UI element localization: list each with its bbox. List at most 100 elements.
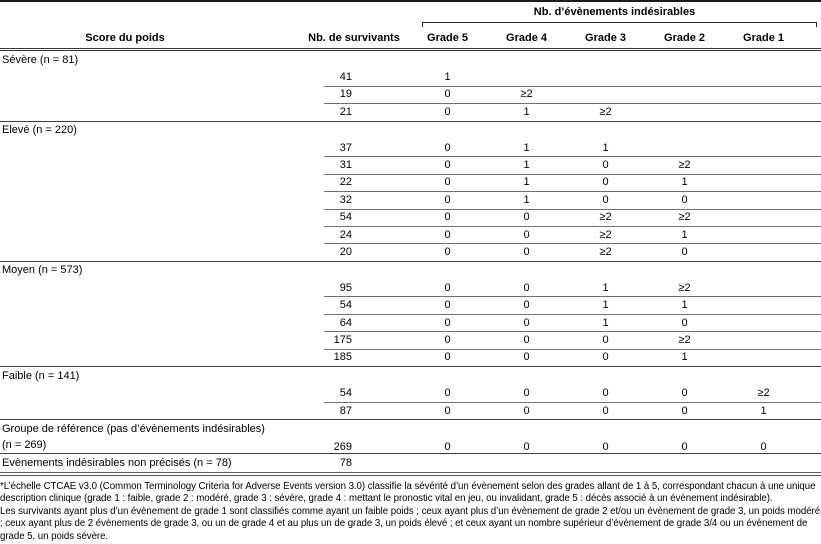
row-spacer (803, 86, 821, 105)
grade3-value: 1 (566, 139, 645, 158)
grade1-value (724, 243, 803, 260)
grade4-value (487, 68, 566, 87)
survivors-value: 21 (339, 105, 352, 118)
grade5-value (408, 122, 487, 139)
table-body: Sévère (n = 81) 41 1 19 0 ≥2 21 0 1 ≥2 (0, 51, 821, 476)
table-row: 64 0 0 1 0 (0, 314, 821, 333)
grade3-value (566, 122, 645, 139)
grade3-value (566, 51, 645, 68)
grade2-value (645, 51, 724, 68)
grade5-value: 0 (444, 245, 451, 258)
grade3-value: 0 (602, 441, 609, 454)
grade1-value (724, 156, 803, 175)
grade5-value (408, 262, 487, 279)
grade2-value (645, 122, 724, 139)
grade1-value (724, 122, 803, 139)
table-row: 54 0 0 1 1 (0, 296, 821, 315)
row-spacer (803, 296, 821, 315)
grade2-value: ≥2 (645, 331, 724, 350)
grade2-value (645, 262, 724, 279)
grade3-value: 1 (566, 314, 645, 333)
row-label (0, 103, 300, 120)
table-row: 175 0 0 0 ≥2 (0, 331, 821, 350)
grade4-value: 0 (523, 351, 530, 364)
row-label (0, 86, 300, 103)
grade4-value: ≥2 (487, 86, 566, 105)
grade3-value: 0 (566, 174, 645, 193)
grade1-value (724, 191, 803, 210)
row-label (0, 209, 300, 226)
row-spacer (803, 331, 821, 350)
grade4-value: 0 (523, 245, 530, 258)
survivors-value: 54 (324, 209, 408, 227)
row-spacer (803, 156, 821, 175)
grade1-value (724, 349, 803, 366)
grade2-value: 0 (645, 384, 724, 403)
row-spacer (803, 122, 821, 139)
grade3-value (566, 86, 645, 105)
row-spacer (803, 349, 821, 366)
row-label (0, 139, 300, 156)
row-label (0, 226, 300, 243)
grade4-value: 0 (487, 331, 566, 350)
grade5-value: 0 (444, 351, 451, 364)
table-row: Moyen (n = 573) (0, 260, 821, 279)
row-label (0, 349, 300, 366)
grade1-value (724, 51, 803, 68)
grade1-value: ≥2 (724, 384, 803, 403)
survivors-value: 87 (339, 404, 352, 417)
survivors-value: 95 (324, 279, 408, 298)
grade1-value: 0 (760, 441, 767, 454)
table-row: 22 0 1 0 1 (0, 174, 821, 193)
grade2-value: ≥2 (645, 209, 724, 227)
grade1-value (724, 331, 803, 350)
survivors-value: 64 (324, 314, 408, 333)
survivors-value (300, 262, 408, 279)
row-spacer (803, 279, 821, 298)
grade5-value: 0 (408, 174, 487, 193)
row-label (0, 174, 300, 191)
survivors-value: 54 (324, 296, 408, 315)
grade-bracket-cell (408, 22, 821, 28)
table-row: Elevé (n = 220) (0, 120, 821, 139)
row-spacer (803, 174, 821, 193)
row-spacer (803, 68, 821, 87)
survivors-value: 24 (324, 226, 408, 245)
grade-span-bracket (422, 22, 817, 27)
table-row: 31 0 1 0 ≥2 (0, 156, 821, 175)
row-label (0, 243, 300, 260)
table-row: 54 0 0 ≥2 ≥2 (0, 209, 821, 227)
survivors-value: 54 (324, 384, 408, 403)
row-label (0, 331, 300, 348)
col-header-score: Score du poids (85, 32, 165, 44)
grade2-value (645, 454, 724, 471)
survivors-value: 32 (324, 191, 408, 210)
grade2-value: 0 (645, 191, 724, 210)
row-spacer (803, 402, 821, 419)
grade4-value (487, 51, 566, 68)
grade2-value: 0 (681, 245, 688, 258)
grade5-value (408, 454, 487, 471)
survivors-value: 31 (324, 156, 408, 175)
grade4-value: 1 (487, 191, 566, 210)
grade5-value: 0 (444, 404, 451, 417)
row-label: Elevé (n = 220) (2, 124, 77, 137)
grade5-value: 0 (408, 156, 487, 175)
grade5-value: 0 (444, 441, 451, 454)
table-row: 37 0 1 1 (0, 139, 821, 158)
grade5-value: 1 (408, 68, 487, 87)
row-spacer (803, 243, 821, 260)
row-spacer (803, 314, 821, 333)
survivors-value (300, 51, 408, 68)
grade5-value: 0 (408, 314, 487, 333)
table-row: Groupe de référence (pas d’évènements in… (0, 419, 821, 453)
grade2-value (645, 103, 724, 120)
grade1-value (724, 209, 803, 227)
survivors-value (300, 122, 408, 139)
grade5-value (408, 51, 487, 68)
grade2-value: 0 (681, 404, 688, 417)
grade3-value: 0 (566, 156, 645, 175)
row-spacer (803, 51, 821, 68)
spanner-title: Nb. d’évènements indésirables (533, 6, 696, 18)
survivors-value (300, 367, 408, 384)
